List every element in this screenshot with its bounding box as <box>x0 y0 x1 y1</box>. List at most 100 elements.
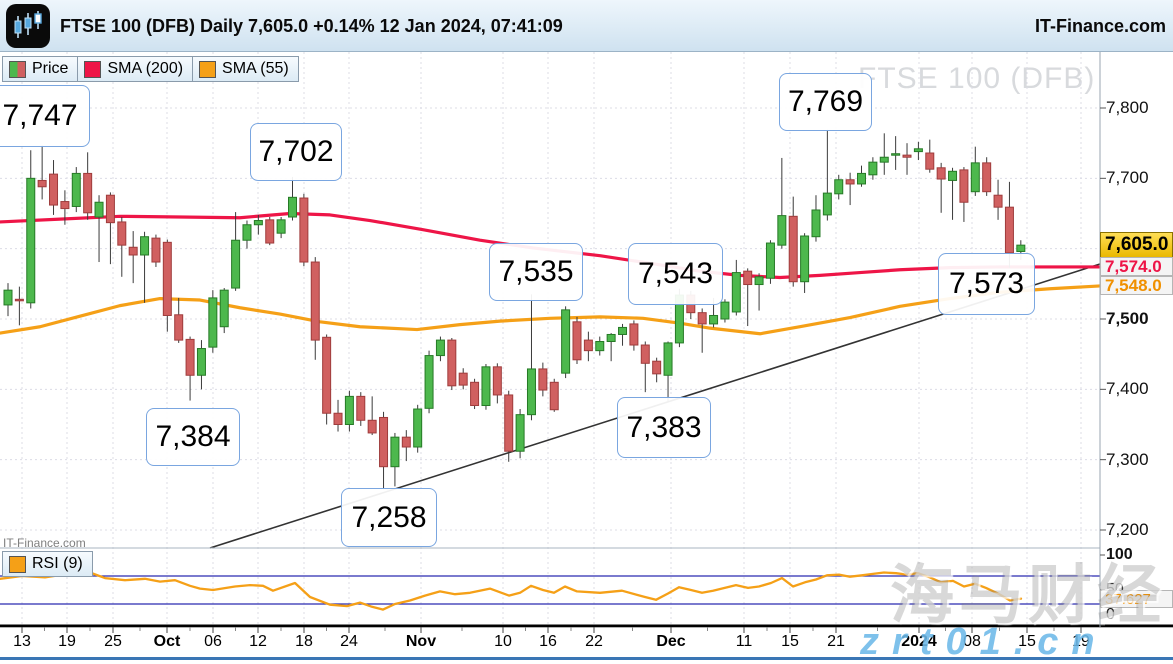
main-chart-legend: Price SMA (200) SMA (55) <box>2 56 299 82</box>
legend-item-sma200[interactable]: SMA (200) <box>78 57 194 81</box>
x-axis-label: 2024 <box>901 633 937 650</box>
x-axis-label: 18 <box>295 633 313 650</box>
candle <box>390 436 400 468</box>
candle <box>788 215 798 283</box>
candle <box>151 237 161 263</box>
candle <box>276 219 286 234</box>
x-axis-label: 11 <box>735 633 753 650</box>
x-axis-label: 08 <box>963 633 981 650</box>
candle <box>583 339 593 352</box>
x-axis-label: 22 <box>585 633 603 650</box>
x-axis-label: 24 <box>340 633 358 650</box>
candle <box>640 344 650 364</box>
candle <box>743 270 753 286</box>
rsi-swatch-icon <box>9 555 26 573</box>
chart-title: FTSE 100 (DFB) Daily 7,605.0 +0.14% 12 J… <box>60 16 563 36</box>
price-callout: 7,769 <box>779 73 872 131</box>
x-axis-label: 15 <box>1018 633 1036 650</box>
overlay-watermark-url: zrt01.cn <box>860 621 1108 663</box>
candle <box>60 201 70 210</box>
candle <box>83 172 93 214</box>
candle <box>242 224 252 241</box>
x-axis-label: 21 <box>827 633 845 650</box>
candle <box>993 194 1003 208</box>
rsi-axis-label: 0 <box>1106 606 1115 623</box>
candle <box>117 221 127 246</box>
price-axis-label: 7,200 <box>1106 519 1149 539</box>
candle <box>879 156 889 163</box>
candle <box>765 242 775 279</box>
candle <box>868 161 878 176</box>
candle <box>174 314 184 341</box>
legend-item-rsi[interactable]: RSI (9) <box>3 552 92 576</box>
price-callout: 7,535 <box>489 243 583 301</box>
brand-link[interactable]: IT-Finance.com <box>1034 16 1166 36</box>
candle <box>902 154 912 158</box>
candle <box>14 298 24 302</box>
candle <box>333 412 343 425</box>
candlestick-series <box>3 129 1026 490</box>
candle <box>49 173 59 206</box>
candle <box>925 152 935 170</box>
candle <box>720 301 730 320</box>
candle <box>481 366 491 407</box>
candle <box>800 235 810 283</box>
sma200-line <box>0 211 1102 280</box>
price-callout: 7,702 <box>250 123 342 181</box>
rsi-axis-label: 100 <box>1106 546 1133 563</box>
candle <box>344 395 354 425</box>
candle <box>288 196 297 218</box>
candle <box>526 368 536 416</box>
candle <box>253 220 263 226</box>
candle <box>37 179 47 188</box>
legend-item-label: RSI (9) <box>32 555 83 572</box>
x-axis-label: Nov <box>405 633 437 650</box>
candle <box>822 192 832 216</box>
price-callout: 7,747 <box>0 85 90 147</box>
sma55-value-badge: 7,548.0 <box>1100 276 1173 295</box>
price-axis-label: 7,700 <box>1106 168 1149 188</box>
candle <box>515 414 525 452</box>
chart-watermark: FTSE 100 (DFB) <box>858 62 1096 95</box>
candle <box>356 395 366 421</box>
x-axis-label: 19 <box>58 633 76 650</box>
candle <box>913 148 923 153</box>
candle <box>959 169 969 203</box>
candle <box>299 197 309 263</box>
candle <box>413 408 423 448</box>
candle <box>834 179 844 195</box>
candle <box>595 341 605 352</box>
candle <box>572 321 582 361</box>
x-axis-label: 19 <box>1072 633 1090 650</box>
x-axis-label: 16 <box>539 633 557 650</box>
candle <box>105 194 115 224</box>
candle <box>435 339 445 357</box>
legend-item-price[interactable]: Price <box>3 57 79 81</box>
candle <box>3 289 13 306</box>
x-axis-label: 15 <box>781 633 799 650</box>
candle <box>424 355 434 409</box>
candle <box>549 381 559 411</box>
rsi-legend: RSI (9) <box>2 551 93 577</box>
x-axis-label: Dec <box>656 633 686 650</box>
legend-item-label: SMA (200) <box>107 60 184 77</box>
legend-item-label: SMA (55) <box>222 60 289 77</box>
candle <box>561 309 571 374</box>
price-callout: 7,384 <box>146 408 240 466</box>
candle <box>162 241 172 316</box>
rsi-bottom-axis <box>0 624 1173 628</box>
candle <box>777 215 787 246</box>
legend-item-sma55[interactable]: SMA (55) <box>193 57 298 81</box>
price-axis-label: 7,500 <box>1106 308 1149 328</box>
candle <box>811 209 821 238</box>
x-axis-label: 10 <box>494 633 512 650</box>
header-bar: FTSE 100 (DFB) Daily 7,605.0 +0.14% 12 J… <box>0 0 1173 52</box>
candle <box>618 326 628 335</box>
candle <box>196 348 206 376</box>
price-series-swatch-icon <box>9 60 26 78</box>
candle <box>936 167 946 180</box>
x-axis-label: Oct <box>153 633 181 650</box>
x-axis-label: 13 <box>13 633 31 650</box>
candle <box>231 239 241 289</box>
candle <box>948 170 958 181</box>
